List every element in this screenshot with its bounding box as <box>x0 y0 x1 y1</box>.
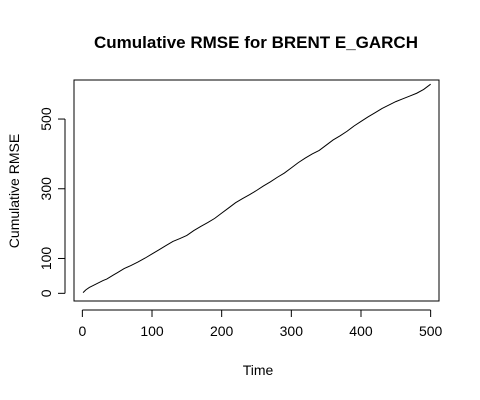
y-tick-label: 0 <box>38 289 54 297</box>
plot-frame <box>73 79 440 302</box>
x-tick-label: 200 <box>210 323 234 339</box>
y-tick-label: 500 <box>38 107 54 131</box>
y-axis: 0 100 300 500 <box>38 107 66 297</box>
series-line <box>82 83 431 293</box>
x-tick-label: 400 <box>349 323 373 339</box>
x-axis-label: Time <box>243 362 274 378</box>
chart-title: Cumulative RMSE for BRENT E_GARCH <box>94 33 418 52</box>
y-tick-label: 100 <box>38 247 54 271</box>
x-tick-label: 500 <box>419 323 443 339</box>
x-tick-label: 300 <box>280 323 304 339</box>
x-axis: 0 100 200 300 400 500 <box>78 309 443 339</box>
x-tick-label: 0 <box>78 323 86 339</box>
x-tick-label: 100 <box>140 323 164 339</box>
y-axis-label: Cumulative RMSE <box>6 134 22 248</box>
y-tick-label: 300 <box>38 177 54 201</box>
